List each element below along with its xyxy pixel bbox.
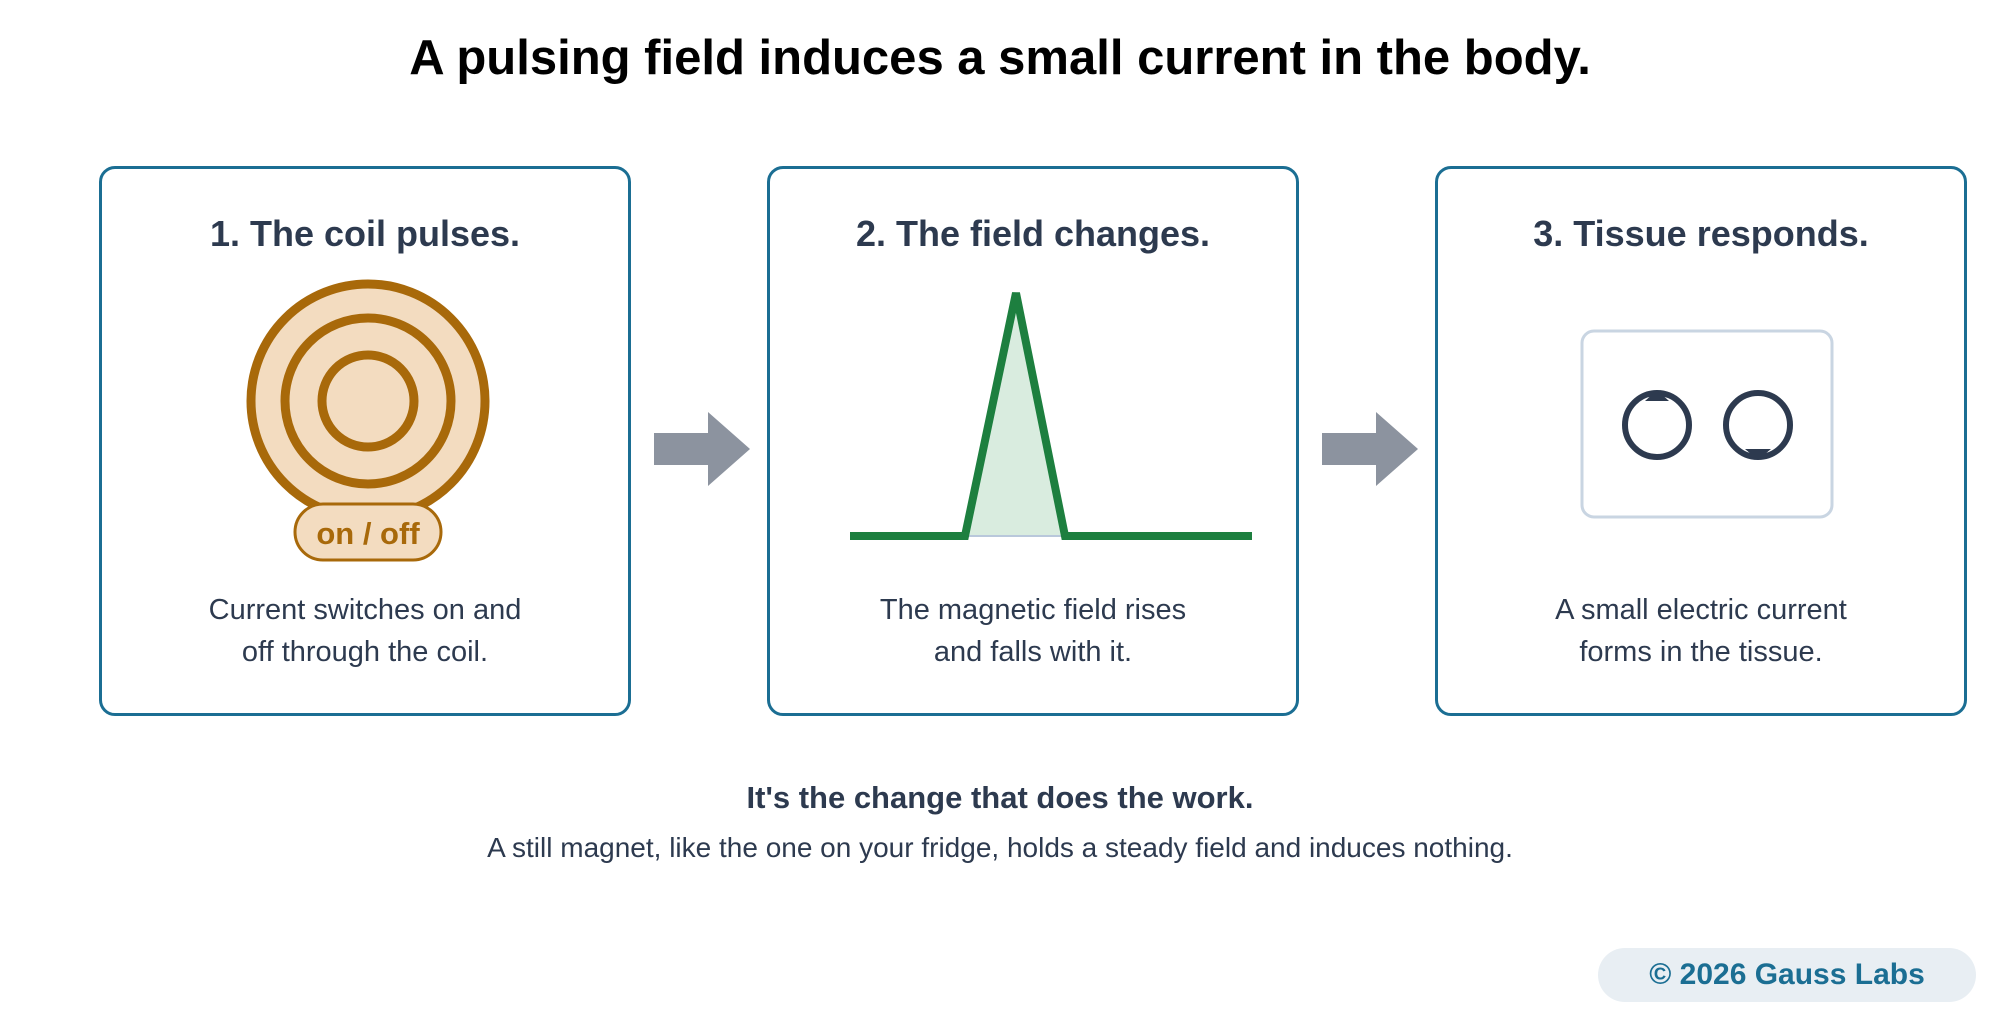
caption-line: off through the coil. xyxy=(241,636,489,668)
induced-current-loops-icon xyxy=(1580,329,1834,519)
step-panel-field: 2. The field changes. The magnetic field… xyxy=(767,166,1299,716)
pulse-area xyxy=(965,293,1065,536)
caption-line: Current switches on and xyxy=(208,594,522,626)
pulse-waveform-icon xyxy=(850,292,1252,540)
right-arrow-icon xyxy=(654,412,750,486)
coil-middle-ring xyxy=(280,313,456,489)
footer-text: A still magnet, like the one on your fri… xyxy=(487,832,1513,863)
right-arrow-icon xyxy=(1322,412,1418,486)
step-caption: The magnetic field rises and falls with … xyxy=(770,589,1296,673)
tissue-box xyxy=(1580,329,1834,519)
pulse-line xyxy=(850,292,1252,540)
caption-line: A small electric current xyxy=(1555,594,1847,626)
step-heading: 2. The field changes. xyxy=(855,213,1211,254)
step-heading: 1. The coil pulses. xyxy=(209,213,521,254)
footer-heading: It's the change that does the work. xyxy=(746,780,1254,815)
caption-line: forms in the tissue. xyxy=(1579,636,1823,668)
step-caption: Current switches on and off through the … xyxy=(102,589,628,673)
on-off-badge-label: on / off xyxy=(316,516,420,551)
loop-arrow-up xyxy=(1645,390,1669,401)
page-title: A pulsing field induces a small current … xyxy=(409,31,1591,85)
coil-icon: on / off xyxy=(246,279,490,562)
step-panel-tissue: 3. Tissue responds. A small electric cur… xyxy=(1435,166,1967,716)
coil-inner-ring xyxy=(317,350,419,452)
step-panel-coil: 1. The coil pulses. on / off Current swi… xyxy=(99,166,631,716)
step-caption: A small electric current forms in the ti… xyxy=(1438,589,1964,673)
on-off-badge xyxy=(293,502,443,562)
caption-line: The magnetic field rises xyxy=(879,594,1187,626)
loop-arrow-down xyxy=(1745,449,1771,460)
step-heading: 3. Tissue responds. xyxy=(1533,213,1869,254)
copyright-badge: © 2026 Gauss Labs xyxy=(1598,948,1976,1002)
caption-line: and falls with it. xyxy=(933,636,1133,668)
